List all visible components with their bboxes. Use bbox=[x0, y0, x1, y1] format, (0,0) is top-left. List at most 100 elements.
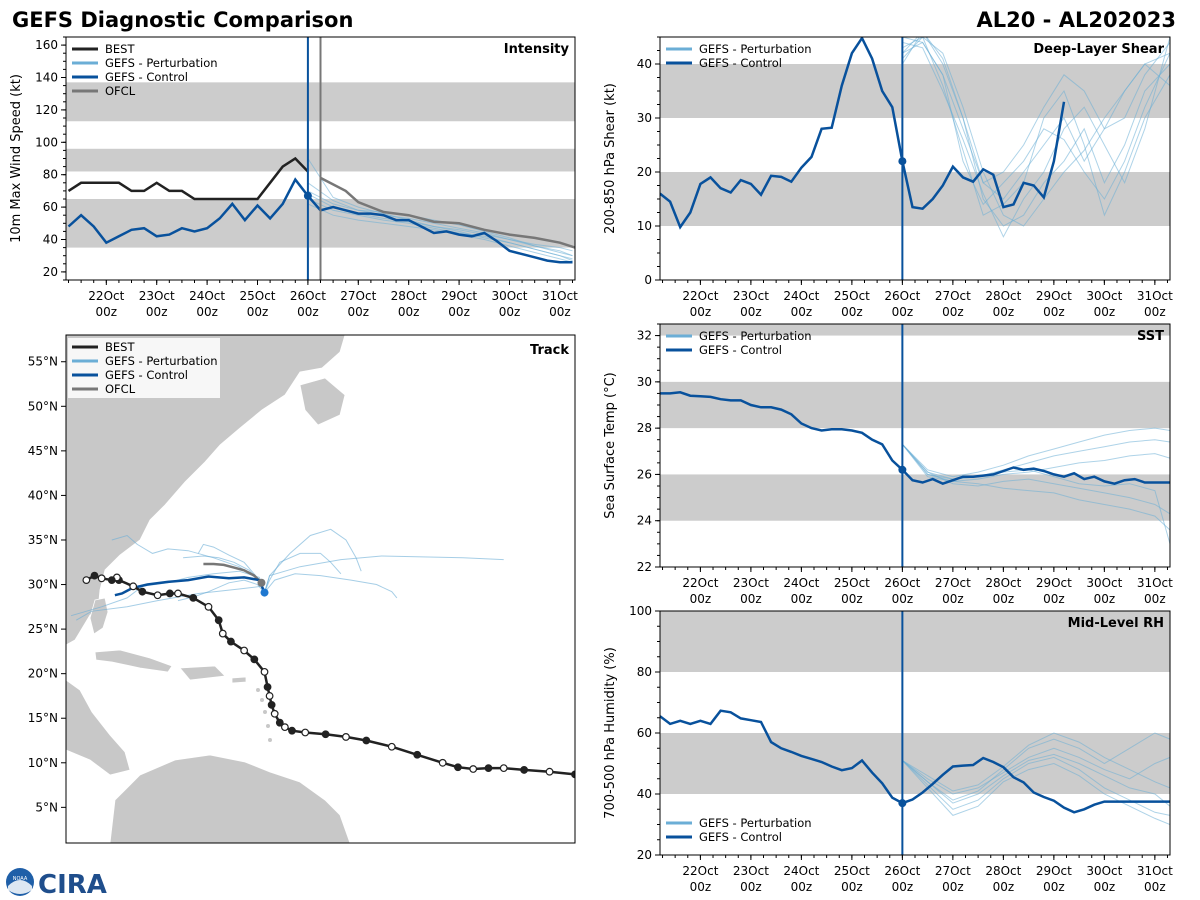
florida-landmass bbox=[89, 597, 109, 635]
intensity-title: Intensity bbox=[504, 42, 570, 57]
rh-plot-area bbox=[660, 611, 1170, 825]
rh-xtick-hour: 00z bbox=[1043, 880, 1065, 894]
track-legend-label: OFCL bbox=[105, 382, 136, 396]
track-best-point bbox=[267, 700, 276, 709]
sst-xtick-hour: 00z bbox=[690, 592, 712, 606]
shear-xtick-date: 23Oct bbox=[733, 289, 769, 303]
lesser-antilles-island bbox=[260, 698, 264, 702]
track-best-point bbox=[280, 723, 289, 732]
intensity-xtick-date: 22Oct bbox=[88, 289, 124, 303]
shear-xtick-hour: 00z bbox=[791, 305, 813, 319]
track-best-point bbox=[107, 576, 116, 584]
track-panel: 5°N 10°N 15°N 20°N 25°N 30°N 35°N 40°N 45°N 50°N 5… bbox=[28, 334, 576, 844]
shear-legend-label: GEFS - Control bbox=[699, 56, 782, 70]
sst-frame bbox=[659, 323, 1171, 568]
intensity-legend-label: OFCL bbox=[105, 84, 136, 98]
track-best-point bbox=[90, 571, 99, 580]
rh-perturbation-member bbox=[902, 753, 1170, 807]
sst-panel: 22 24 26 28 30 32 22Oct 00z 23Oct 00z 24Oct 00z 25Oc… bbox=[603, 323, 1173, 606]
sst-xtick-date: 31Oct bbox=[1137, 576, 1173, 590]
shear-xtick-hour: 00z bbox=[1144, 305, 1166, 319]
track-perturbation-member bbox=[264, 552, 342, 593]
hispaniola-landmass bbox=[179, 665, 226, 681]
noaa-text: NOAA bbox=[13, 876, 28, 882]
track-best-point bbox=[250, 655, 259, 664]
intensity-xtick-hour: 00z bbox=[398, 305, 420, 319]
rh-xtick-hour: 00z bbox=[942, 880, 964, 894]
sst-band bbox=[660, 474, 1170, 521]
shear-xtick-hour: 00z bbox=[841, 305, 863, 319]
cira-logo: NOAA CIRA bbox=[6, 868, 107, 900]
intensity-xtick-date: 23Oct bbox=[139, 289, 175, 303]
intensity-ytick-label: 40 bbox=[43, 233, 58, 247]
track-best-point bbox=[97, 574, 106, 583]
rh-ytick-label: 40 bbox=[637, 787, 652, 801]
shear-title: Deep-Layer Shear bbox=[1033, 42, 1164, 57]
intensity-xtick-date: 26Oct bbox=[290, 289, 326, 303]
sst-ytick-label: 28 bbox=[637, 421, 652, 435]
rh-xtick-hour: 00z bbox=[740, 880, 762, 894]
track-best-point bbox=[545, 767, 554, 776]
rh-band bbox=[660, 733, 1170, 794]
sst-xtick-hour: 00z bbox=[841, 592, 863, 606]
intensity-panel: 20 40 60 80 100 120 140 160 22Oct 00z 23Oct 00z 24Oc… bbox=[9, 36, 578, 319]
intensity-xtick-hour: 00z bbox=[499, 305, 521, 319]
sst-band bbox=[660, 324, 1170, 336]
rh-xtick-hour: 00z bbox=[892, 880, 914, 894]
rh-xtick-date: 30Oct bbox=[1086, 864, 1122, 878]
track-lat-label: 35°N bbox=[28, 533, 58, 547]
shear-xtick-hour: 00z bbox=[690, 305, 712, 319]
shear-xtick-hour: 00z bbox=[1094, 305, 1116, 319]
intensity-xtick-date: 27Oct bbox=[340, 289, 376, 303]
track-best-point bbox=[204, 602, 213, 611]
sst-xtick-hour: 00z bbox=[1144, 592, 1166, 606]
rh-legend-label: GEFS - Control bbox=[699, 830, 782, 844]
rh-perturbation-member bbox=[902, 732, 1170, 792]
track-best-point bbox=[342, 733, 350, 741]
track-lat-label: 20°N bbox=[28, 667, 58, 681]
rh-xtick-hour: 00z bbox=[791, 880, 813, 894]
shear-xtick-hour: 00z bbox=[892, 305, 914, 319]
intensity-xtick-date: 29Oct bbox=[441, 289, 477, 303]
lesser-antilles-island bbox=[266, 724, 270, 728]
intensity-best-line bbox=[67, 156, 309, 201]
rh-ytick-label: 20 bbox=[637, 848, 652, 862]
intensity-xtick-hour: 00z bbox=[549, 305, 571, 319]
puerto-rico-landmass bbox=[231, 676, 247, 684]
shear-xtick-date: 28Oct bbox=[985, 289, 1021, 303]
shear-perturbation-member bbox=[902, 41, 1170, 206]
shear-xtick-date: 25Oct bbox=[834, 289, 870, 303]
shear-ytick-label: 30 bbox=[637, 111, 652, 125]
shear-xtick-date: 26Oct bbox=[884, 289, 920, 303]
track-best-point bbox=[165, 589, 174, 598]
rh-ylabel: 700-500 hPa Humidity (%) bbox=[603, 647, 618, 819]
track-best-point bbox=[153, 591, 162, 600]
track-best-point bbox=[454, 763, 462, 772]
sst-legend-label: GEFS - Control bbox=[699, 343, 782, 357]
cuba-landmass bbox=[94, 649, 173, 673]
track-best-point bbox=[227, 637, 235, 646]
track-control-line bbox=[114, 575, 266, 597]
rh-perturbation-member bbox=[902, 732, 1170, 801]
lesser-antilles-island bbox=[256, 688, 260, 692]
sst-ytick-label: 24 bbox=[637, 514, 652, 528]
track-best-point bbox=[82, 576, 91, 584]
intensity-legend-label: GEFS - Control bbox=[105, 70, 188, 84]
shear-perturbation-member bbox=[901, 37, 1170, 184]
sst-band bbox=[660, 381, 1170, 429]
track-best-point bbox=[218, 629, 227, 638]
intensity-perturbation-member bbox=[307, 182, 573, 252]
shear-perturbation-member bbox=[902, 37, 1170, 227]
intensity-xtick-hour: 00z bbox=[448, 305, 470, 319]
track-best-point bbox=[174, 589, 182, 598]
track-lat-label: 10°N bbox=[28, 756, 58, 770]
intensity-xtick-date: 31Oct bbox=[542, 289, 578, 303]
sst-xtick-hour: 00z bbox=[740, 592, 762, 606]
track-best-point bbox=[520, 766, 528, 774]
rh-perturbation-member bbox=[902, 747, 1170, 795]
rh-legend-label: GEFS - Perturbation bbox=[699, 816, 812, 830]
rh-xtick-date: 24Oct bbox=[783, 864, 819, 878]
rh-xtick-hour: 00z bbox=[993, 880, 1015, 894]
intensity-legend-label: GEFS - Perturbation bbox=[105, 56, 218, 70]
